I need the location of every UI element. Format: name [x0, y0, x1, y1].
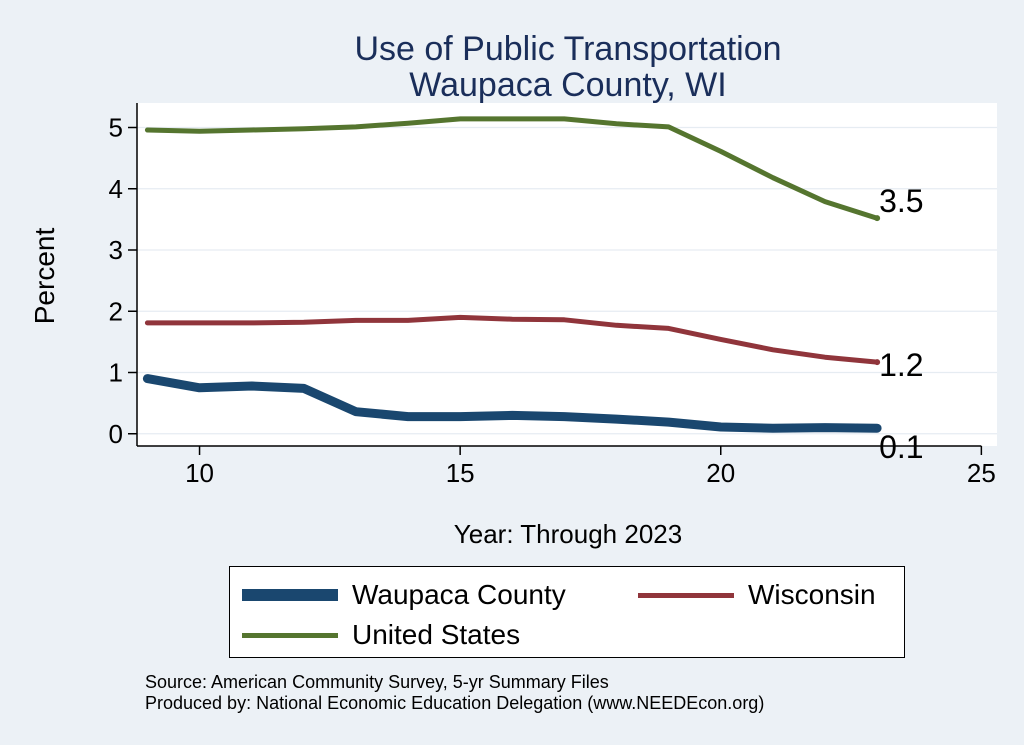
y-tick-label-0: 0: [109, 419, 123, 449]
source-line-1: Source: American Community Survey, 5-yr …: [145, 672, 609, 692]
end-marker-waupaca-county: [874, 425, 881, 432]
y-tick-label-3: 3: [109, 235, 123, 265]
legend-item-wisconsin: Wisconsin: [638, 579, 876, 611]
x-tick-label-10: 10: [185, 458, 214, 488]
legend-label-united-states: United States: [352, 619, 521, 650]
y-tick-label-4: 4: [109, 174, 123, 204]
chart-title: Use of Public Transportation: [354, 30, 781, 68]
x-tick-label-20: 20: [706, 458, 735, 488]
series-line-united-states: [144, 116, 880, 221]
x-axis: 10 15 20 25: [137, 445, 996, 488]
y-axis-label: Percent: [29, 228, 60, 325]
series-line-wisconsin: [144, 314, 880, 365]
series-line-waupaca-county: [142, 374, 882, 433]
source-note: Source: American Community Survey, 5-yr …: [145, 672, 764, 714]
end-label-wisconsin: 1.2: [879, 347, 923, 383]
end-label-united-states: 3.5: [879, 183, 923, 219]
x-tick-label-15: 15: [446, 458, 475, 488]
y-tick-label-1: 1: [109, 358, 123, 388]
y-tick-label-5: 5: [109, 113, 123, 143]
source-line-2: Produced by: National Economic Education…: [145, 693, 765, 713]
legend-label-waupaca: Waupaca County: [352, 579, 566, 610]
legend: Waupaca County Wisconsin United States: [229, 566, 905, 658]
plot-area: [137, 103, 997, 446]
legend-item-waupaca: Waupaca County: [242, 579, 566, 611]
chart-subtitle: Waupaca County, WI: [409, 66, 726, 104]
grid-lines: [137, 126, 997, 435]
x-tick-label-25: 25: [967, 458, 996, 488]
legend-swatch-wisconsin: [638, 592, 734, 598]
legend-label-wisconsin: Wisconsin: [748, 579, 876, 610]
legend-swatch-waupaca: [242, 589, 338, 601]
legend-swatch-united-states: [242, 632, 338, 638]
end-marker-united-states: [874, 215, 881, 222]
y-axis: 0 1 2 3 4 5: [109, 103, 138, 449]
end-labels: 0.1 1.2 3.5: [879, 183, 923, 465]
end-marker-wisconsin: [874, 359, 881, 366]
legend-item-united-states: United States: [242, 619, 520, 651]
end-label-waupaca-county: 0.1: [879, 429, 923, 465]
y-tick-label-2: 2: [109, 296, 123, 326]
series-group: [142, 116, 882, 433]
x-axis-label: Year: Through 2023: [454, 519, 682, 549]
